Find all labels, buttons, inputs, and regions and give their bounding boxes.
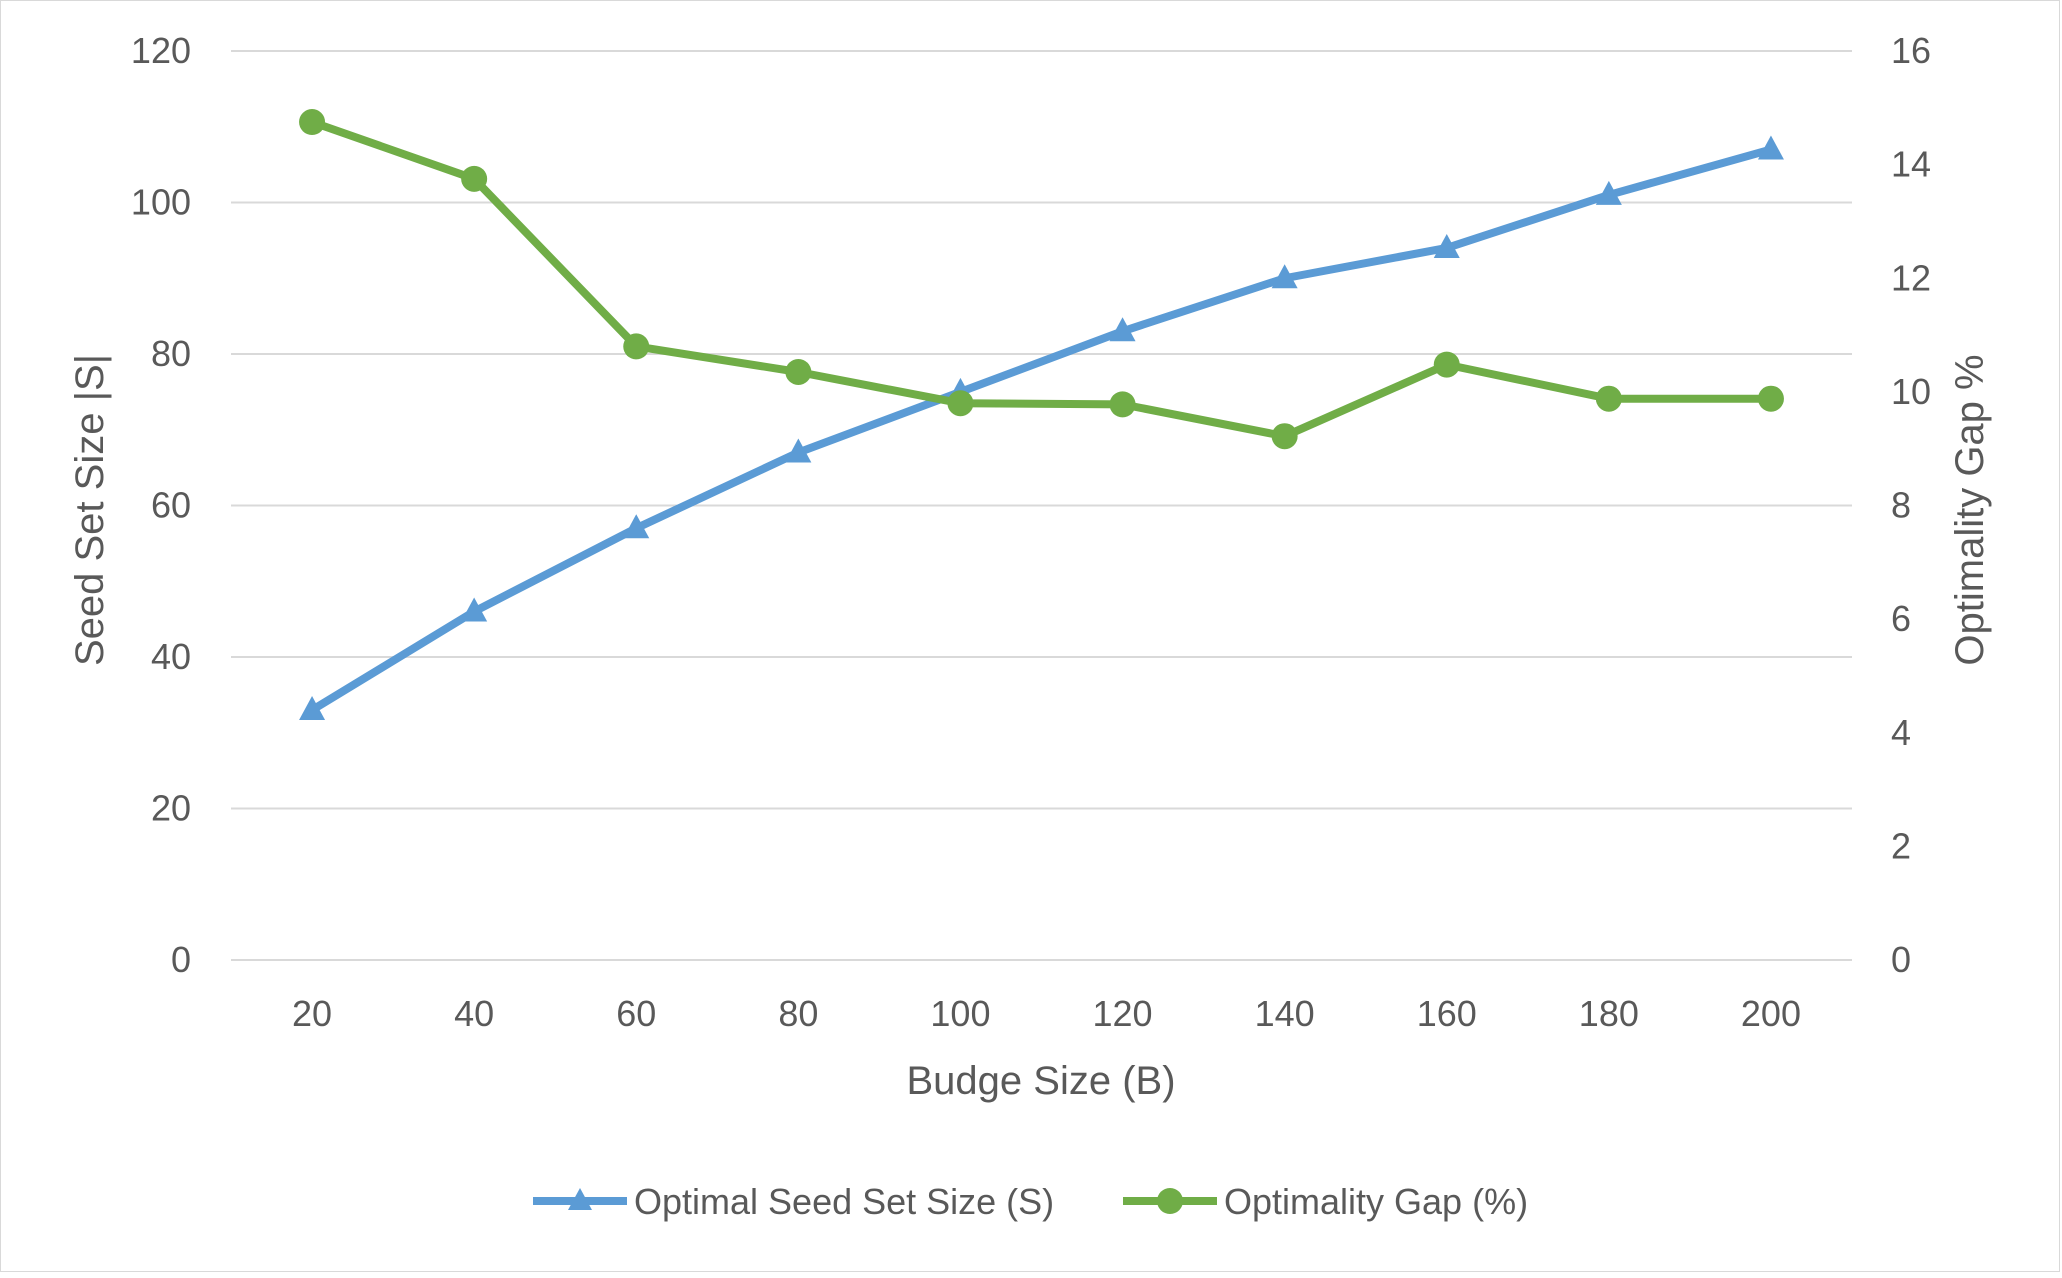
series-markers — [299, 109, 1784, 721]
series-line-0 — [308, 145, 1775, 715]
legend-item-optimality-gap: Optimality Gap (%) — [1123, 1181, 1528, 1222]
x-tick-label: 160 — [1417, 993, 1477, 1034]
circle-marker — [461, 165, 488, 192]
y2-tick-label: 16 — [1891, 30, 1931, 71]
triangle-marker — [299, 696, 326, 721]
x-tick-label: 120 — [1093, 993, 1153, 1034]
y-axis-tick-labels: 0 20 40 60 80 100 120 — [131, 30, 191, 980]
triangle-marker — [461, 597, 488, 622]
x-tick-label: 180 — [1579, 993, 1639, 1034]
y2-axis-title: Optimality Gap % — [1948, 354, 1992, 665]
x-tick-label: 20 — [292, 993, 332, 1034]
x-axis-title: Budge Size (B) — [906, 1059, 1175, 1103]
triangle-marker — [1433, 233, 1460, 258]
circle-marker — [1109, 391, 1136, 418]
x-tick-label: 80 — [778, 993, 818, 1034]
legend: Optimal Seed Set Size (S) Optimality Gap… — [533, 1181, 1528, 1222]
legend-triangle-marker — [568, 1188, 592, 1210]
legend-item-seed-set: Optimal Seed Set Size (S) — [533, 1181, 1054, 1222]
legend-label-seed-set: Optimal Seed Set Size (S) — [634, 1181, 1054, 1222]
y2-axis-tick-labels: 0 2 4 6 8 10 12 14 16 — [1891, 30, 1931, 980]
y-tick-label: 60 — [151, 485, 191, 526]
y-tick-label: 20 — [151, 788, 191, 829]
legend-circle-marker — [1157, 1188, 1183, 1214]
series-line-1 — [308, 118, 1775, 441]
y2-tick-label: 4 — [1891, 712, 1911, 753]
y-tick-label: 0 — [171, 939, 191, 980]
y-tick-label: 120 — [131, 30, 191, 71]
series-lines — [308, 118, 1775, 715]
y2-tick-label: 6 — [1891, 598, 1911, 639]
circle-marker — [299, 109, 326, 136]
y-tick-label: 100 — [131, 182, 191, 223]
x-tick-label: 40 — [454, 993, 494, 1034]
circle-marker — [1595, 385, 1622, 412]
y2-tick-label: 12 — [1891, 257, 1931, 298]
circle-marker — [1757, 385, 1784, 412]
x-tick-label: 60 — [616, 993, 656, 1034]
circle-marker — [1271, 423, 1298, 450]
y2-tick-label: 2 — [1891, 825, 1911, 866]
triangle-marker — [1271, 264, 1298, 289]
y-tick-label: 40 — [151, 636, 191, 677]
triangle-marker — [623, 514, 650, 539]
y-tick-label: 80 — [151, 333, 191, 374]
y2-tick-label: 14 — [1891, 144, 1931, 185]
x-tick-label: 100 — [930, 993, 990, 1034]
x-tick-label: 200 — [1741, 993, 1801, 1034]
x-tick-label: 140 — [1255, 993, 1315, 1034]
legend-label-optimality-gap: Optimality Gap (%) — [1224, 1181, 1528, 1222]
circle-marker — [947, 390, 974, 417]
triangle-marker — [1757, 135, 1784, 160]
y2-tick-label: 8 — [1891, 485, 1911, 526]
triangle-marker — [785, 438, 812, 463]
y2-tick-label: 10 — [1891, 371, 1931, 412]
circle-marker — [623, 333, 650, 360]
circle-marker — [785, 358, 812, 385]
triangle-marker — [1109, 317, 1136, 342]
circle-marker — [1433, 351, 1460, 378]
y-axis-title: Seed Set Size |S| — [68, 354, 112, 666]
triangle-marker — [1595, 180, 1622, 205]
x-axis-tick-labels: 20 40 60 80 100 120 140 160 180 200 — [292, 993, 1801, 1034]
y2-tick-label: 0 — [1891, 939, 1911, 980]
